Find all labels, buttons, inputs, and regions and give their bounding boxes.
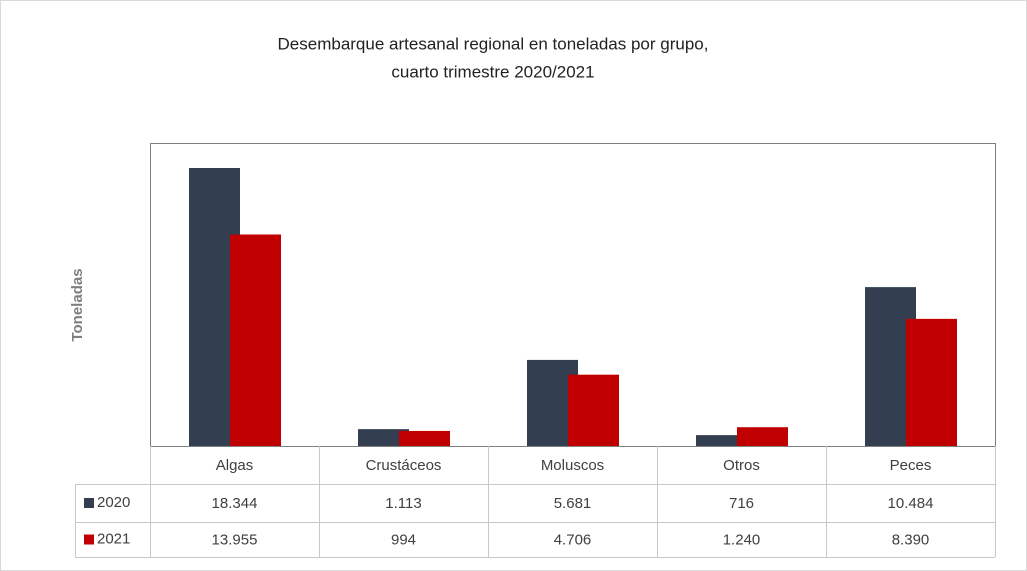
legend-swatch xyxy=(84,534,94,545)
bar xyxy=(906,318,957,446)
table-value: 10.484 xyxy=(888,495,934,512)
legend-swatch xyxy=(84,498,94,508)
legend-label: 2020 xyxy=(97,494,130,511)
table-value: 5.681 xyxy=(554,495,592,512)
category-label: Moluscos xyxy=(541,457,604,474)
table-value: 8.390 xyxy=(892,531,930,548)
bar xyxy=(358,429,409,446)
plot-area xyxy=(150,143,996,447)
bar xyxy=(737,427,788,446)
bar xyxy=(696,435,747,446)
table-value: 1.240 xyxy=(723,531,761,548)
chart-title: cuarto trimestre 2020/2021 xyxy=(391,62,594,81)
y-axis-label: Toneladas xyxy=(69,268,86,341)
table-value: 18.344 xyxy=(212,495,258,512)
table-value: 4.706 xyxy=(554,531,592,548)
bar xyxy=(568,374,619,446)
bar xyxy=(230,234,281,446)
table-value: 1.113 xyxy=(385,495,421,512)
table-value: 13.955 xyxy=(212,531,258,548)
category-label: Otros xyxy=(723,457,760,474)
chart-title: Desembarque artesanal regional en tonela… xyxy=(278,34,709,53)
bar xyxy=(399,430,450,446)
category-label: Algas xyxy=(216,457,254,474)
legend-label: 2021 xyxy=(97,530,130,547)
category-label: Peces xyxy=(890,457,932,474)
table-value: 994 xyxy=(391,531,416,548)
category-label: Crustáceos xyxy=(366,457,442,474)
table-value: 716 xyxy=(729,495,754,512)
